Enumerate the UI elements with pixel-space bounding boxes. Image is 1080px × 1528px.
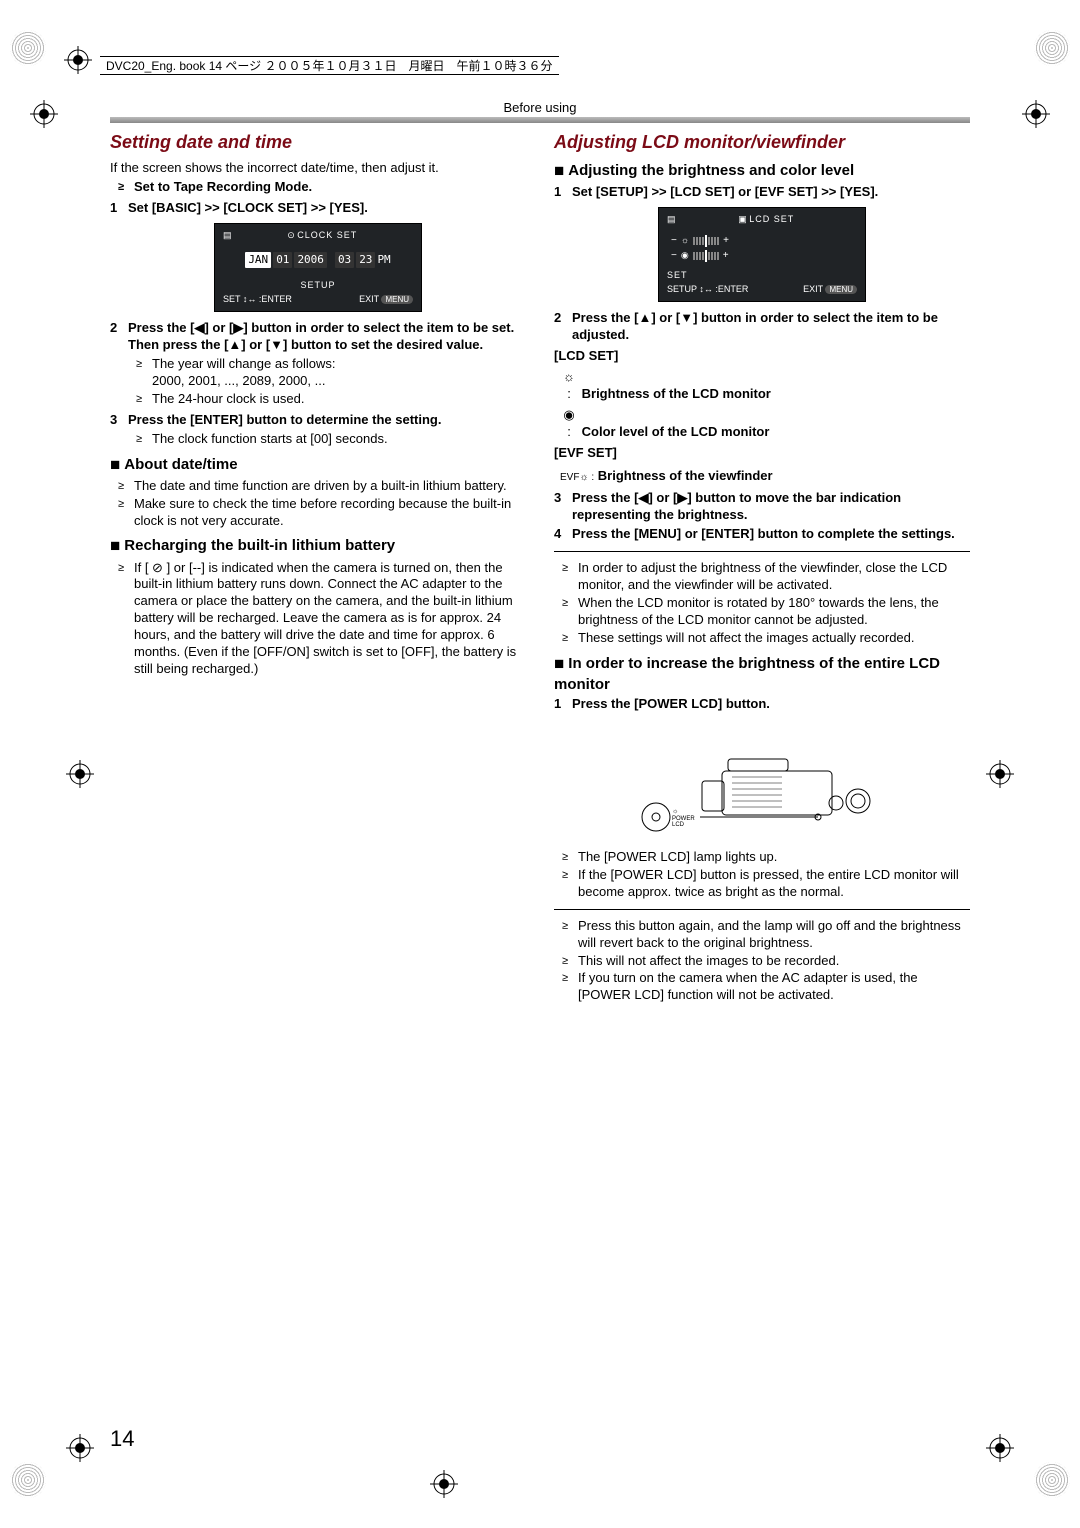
- divider: [110, 117, 970, 123]
- reg-mark: [430, 1470, 458, 1498]
- lcd-menu: MENU: [825, 285, 857, 294]
- increase-title: ■In order to increase the brightness of …: [554, 653, 970, 695]
- reg-mark: [986, 760, 1014, 788]
- step-3-left: Press the [ENTER] button to determine th…: [128, 412, 441, 427]
- section-title-left: Setting date and time: [110, 131, 526, 154]
- recharge-text: If [ ⊘ ] or [--] is indicated when the c…: [124, 560, 526, 678]
- header-file-info: DVC20_Eng. book 14 ページ ２００５年１０月３１日 月曜日 午…: [100, 56, 559, 75]
- about-note-2: Make sure to check the time before recor…: [124, 496, 526, 530]
- brightness-icon: ☼ :: [560, 369, 578, 403]
- recharge-title: ■Recharging the built-in lithium battery: [110, 535, 526, 557]
- lcd-setup: SETUP: [223, 280, 413, 292]
- svg-text:LCD: LCD: [672, 822, 685, 828]
- header-file-text: DVC20_Eng. book 14 ページ ２００５年１０月３１日 月曜日 午…: [106, 59, 553, 73]
- lcd-enter: SETUP ↕↔ :ENTER: [667, 284, 748, 296]
- step-2-right: Press the [▲] or [▼] button in order to …: [572, 310, 938, 342]
- step-2-left: Press the [◀] or [▶] button in order to …: [128, 320, 514, 352]
- section-header: Before using: [110, 100, 970, 115]
- date-seg: 23: [356, 252, 375, 268]
- step-4-right: Press the [MENU] or [ENTER] button to co…: [572, 526, 955, 541]
- step-1-right: Set [SETUP] >> [LCD SET] or [EVF SET] >>…: [572, 184, 878, 199]
- section-title-right: Adjusting LCD monitor/viewfinder: [554, 131, 970, 154]
- post-2: This will not affect the images to be re…: [568, 953, 970, 970]
- note-3: These settings will not affect the image…: [568, 630, 970, 647]
- evf-label: Brightness of the viewfinder: [598, 468, 773, 483]
- step-1-left: Set [BASIC] >> [CLOCK SET] >> [YES].: [128, 200, 368, 215]
- camera-figure: ☼ POWER LCD: [632, 721, 892, 841]
- step-3-right: Press the [◀] or [▶] button to move the …: [572, 490, 901, 522]
- step2-note-c: The 24-hour clock is used.: [142, 391, 526, 408]
- lcd-clock-set: ▤⊙ CLOCK SET JAN 01 2006 03 23 PM SETUP …: [214, 223, 422, 312]
- svg-text:☼: ☼: [672, 808, 678, 815]
- corner-swirl: [10, 1462, 46, 1498]
- step2-note-a: The year will change as follows:2000, 20…: [142, 356, 526, 390]
- lcd-menu: MENU: [381, 295, 413, 304]
- reg-mark: [1022, 100, 1050, 128]
- inc-step-1: Press the [POWER LCD] button.: [572, 696, 770, 711]
- after-1: The [POWER LCD] lamp lights up.: [568, 849, 970, 866]
- corner-swirl: [1034, 1462, 1070, 1498]
- post-1: Press this button again, and the lamp wi…: [568, 918, 970, 952]
- date-seg: JAN: [245, 252, 271, 268]
- lcd-icon: ▤: [223, 230, 232, 242]
- reg-mark: [66, 1434, 94, 1462]
- lcd-title: CLOCK SET: [297, 230, 357, 240]
- lcd-exit: EXIT: [359, 294, 379, 304]
- right-column: Adjusting LCD monitor/viewfinder ■Adjust…: [554, 127, 970, 1008]
- mode-note: Set to Tape Recording Mode.: [124, 179, 526, 196]
- after-2: If the [POWER LCD] button is pressed, th…: [568, 867, 970, 901]
- divider: [554, 909, 970, 910]
- about-datetime-title: ■About date/time: [110, 454, 526, 476]
- date-seg: 03: [335, 252, 354, 268]
- lcd-set-label: [LCD SET]: [554, 348, 970, 365]
- reg-mark: [30, 100, 58, 128]
- reg-mark: [986, 1434, 1014, 1462]
- lcd-exit: EXIT: [803, 284, 823, 294]
- lcd-icon: ▤: [667, 214, 676, 226]
- about-note-1: The date and time function are driven by…: [124, 478, 526, 495]
- lcd-title: LCD SET: [749, 214, 794, 224]
- post-3: If you turn on the camera when the AC ad…: [568, 970, 970, 1004]
- lcd-enter: SET ↕↔ :ENTER: [223, 294, 292, 306]
- evf-icon: EVF☼ :: [560, 472, 594, 483]
- adjust-title: ■Adjusting the brightness and color leve…: [554, 160, 970, 182]
- page-number: 14: [110, 1426, 134, 1452]
- divider: [554, 551, 970, 552]
- step3-note: The clock function starts at [00] second…: [142, 431, 526, 448]
- color-label: Color level of the LCD monitor: [582, 424, 770, 439]
- note-2: When the LCD monitor is rotated by 180° …: [568, 595, 970, 629]
- evf-set-label: [EVF SET]: [554, 445, 970, 462]
- lcd-lcd-set: ▤▣ LCD SET −☼ + −◉ + SET SETUP ↕↔ :ENTER…: [658, 207, 866, 302]
- date-seg: 01: [273, 252, 292, 268]
- left-column: Setting date and time If the screen show…: [110, 127, 526, 1008]
- note-1: In order to adjust the brightness of the…: [568, 560, 970, 594]
- date-seg: PM: [377, 253, 390, 267]
- lcd-set-label: SET: [667, 270, 857, 282]
- color-icon: ◉ :: [560, 407, 578, 441]
- reg-mark: [64, 46, 92, 74]
- intro-text: If the screen shows the incorrect date/t…: [110, 160, 526, 177]
- date-seg: 2006: [294, 252, 327, 268]
- corner-swirl: [1034, 30, 1070, 66]
- lcd-date-bar: JAN 01 2006 03 23 PM: [223, 252, 413, 268]
- corner-swirl: [10, 30, 46, 66]
- brightness-label: Brightness of the LCD monitor: [582, 386, 771, 401]
- reg-mark: [66, 760, 94, 788]
